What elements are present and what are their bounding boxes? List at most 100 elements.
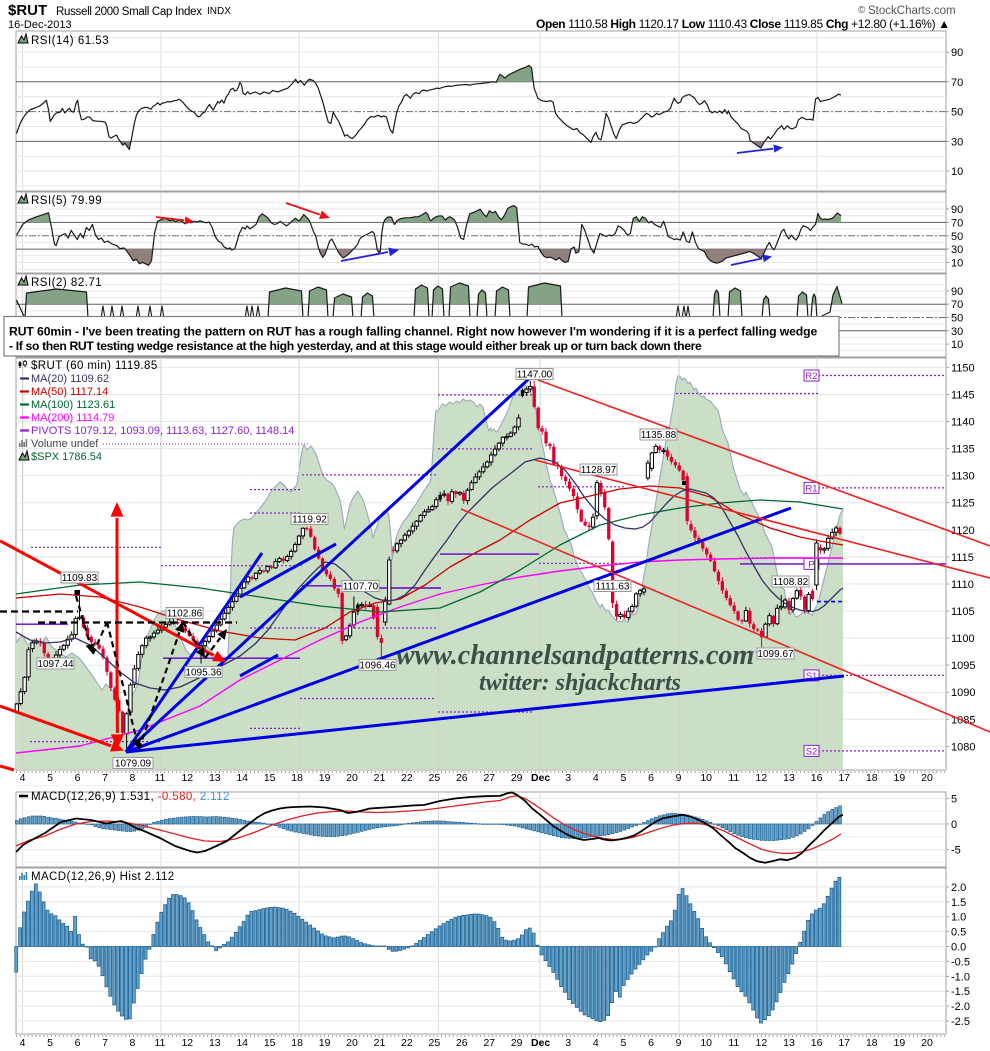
svg-text:RSI(2) 82.71: RSI(2) 82.71 <box>31 277 102 289</box>
svg-text:StockCharts.com: StockCharts.com <box>868 5 956 17</box>
svg-text:MA(50) 1117.14: MA(50) 1117.14 <box>31 386 108 398</box>
svg-text:22: 22 <box>401 772 413 784</box>
svg-text:twitter: shjackcharts: twitter: shjackcharts <box>479 670 681 696</box>
svg-text:1.0: 1.0 <box>951 912 966 924</box>
svg-text:5: 5 <box>47 772 53 784</box>
svg-text:3: 3 <box>565 1037 571 1049</box>
svg-text:4: 4 <box>20 772 26 784</box>
svg-text:19: 19 <box>894 1037 906 1049</box>
svg-text:-2.5: -2.5 <box>951 1016 970 1028</box>
svg-text:0: 0 <box>951 819 957 831</box>
svg-text:1096.46: 1096.46 <box>359 661 396 672</box>
svg-text:30: 30 <box>951 244 963 256</box>
svg-text:50: 50 <box>951 313 963 325</box>
svg-text:1102.86: 1102.86 <box>167 609 203 620</box>
svg-text:20: 20 <box>346 772 358 784</box>
svg-text:13: 13 <box>209 772 221 784</box>
svg-text:1100: 1100 <box>951 633 975 645</box>
svg-text:R1: R1 <box>805 483 817 494</box>
svg-text:11: 11 <box>154 772 165 784</box>
svg-text:5: 5 <box>620 1037 626 1049</box>
svg-text:15: 15 <box>264 1037 276 1049</box>
svg-text:27: 27 <box>483 1037 495 1049</box>
svg-text:16-Dec-2013: 16-Dec-2013 <box>8 19 72 31</box>
svg-text:1119.92: 1119.92 <box>292 515 327 526</box>
svg-text:19: 19 <box>894 772 906 784</box>
svg-text:1099.67: 1099.67 <box>757 649 794 660</box>
svg-text:R2: R2 <box>805 371 817 382</box>
svg-text:20: 20 <box>921 1037 933 1049</box>
svg-text:6: 6 <box>648 772 654 784</box>
svg-text:INDX: INDX <box>207 6 231 17</box>
svg-text:29: 29 <box>511 1037 523 1049</box>
svg-text:1107.70: 1107.70 <box>343 582 379 593</box>
svg-text:MA(20) 1109.62: MA(20) 1109.62 <box>31 373 109 385</box>
svg-text:$SPX 1786.54: $SPX 1786.54 <box>31 451 102 463</box>
svg-text:6: 6 <box>75 1037 81 1049</box>
svg-text:1130: 1130 <box>951 471 975 483</box>
svg-text:P: P <box>808 559 814 570</box>
svg-text:13: 13 <box>783 772 795 784</box>
svg-text:S2: S2 <box>806 746 818 757</box>
svg-text:Open 1110.58 High 1120.17 Low: Open 1110.58 High 1120.17 Low 1110.43 Cl… <box>536 17 950 31</box>
svg-text:18: 18 <box>866 1037 878 1049</box>
svg-text:1147.00: 1147.00 <box>517 370 553 381</box>
svg-text:Dec: Dec <box>531 772 550 784</box>
svg-text:90: 90 <box>951 47 963 59</box>
svg-text:16: 16 <box>811 772 823 784</box>
svg-text:6: 6 <box>648 1037 654 1049</box>
svg-text:4: 4 <box>20 1037 26 1049</box>
svg-text:21: 21 <box>374 772 386 784</box>
svg-text:1125: 1125 <box>951 498 975 510</box>
svg-text:12: 12 <box>756 1037 768 1049</box>
svg-text:13: 13 <box>209 1037 221 1049</box>
svg-text:90: 90 <box>951 204 963 216</box>
svg-text:Russell 2000 Small Cap Index: Russell 2000 Small Cap Index <box>56 6 202 18</box>
svg-text:90: 90 <box>951 286 963 298</box>
svg-text:- If so then RUT testing wedge: - If so then RUT testing wedge resistanc… <box>9 339 702 353</box>
svg-text:14: 14 <box>236 772 248 784</box>
svg-text:70: 70 <box>951 77 963 89</box>
svg-text:16: 16 <box>811 1037 823 1049</box>
svg-text:4: 4 <box>593 772 599 784</box>
svg-text:-0.5: -0.5 <box>951 956 970 968</box>
svg-text:26: 26 <box>456 1037 468 1049</box>
svg-text:10: 10 <box>951 166 963 178</box>
svg-text:1108.82: 1108.82 <box>773 577 809 588</box>
svg-text:11: 11 <box>154 1037 165 1049</box>
svg-text:1105: 1105 <box>951 606 975 618</box>
svg-text:18: 18 <box>291 772 303 784</box>
svg-text:1150: 1150 <box>951 362 975 374</box>
svg-text:1.5: 1.5 <box>951 897 966 909</box>
svg-text:S1: S1 <box>806 671 818 682</box>
svg-text:30: 30 <box>951 326 963 338</box>
svg-text:1145: 1145 <box>951 390 975 402</box>
svg-text:2.0: 2.0 <box>951 882 966 894</box>
svg-text:MACD(12,26,9) 1.531, -0.580, 2: MACD(12,26,9) 1.531, -0.580, 2.112 <box>31 791 230 803</box>
svg-text:29: 29 <box>511 772 523 784</box>
svg-text:RUT 60min - I've been treating: RUT 60min - I've been treating the patte… <box>9 325 817 339</box>
svg-text:6: 6 <box>75 772 81 784</box>
svg-text:1135: 1135 <box>951 444 975 456</box>
svg-text:4: 4 <box>593 1037 599 1049</box>
svg-text:1120: 1120 <box>951 525 975 537</box>
svg-text:70: 70 <box>951 217 963 229</box>
svg-text:RSI(5) 79.99: RSI(5) 79.99 <box>31 195 102 207</box>
svg-text:10: 10 <box>700 772 712 784</box>
svg-text:5: 5 <box>951 793 957 805</box>
svg-text:18: 18 <box>291 1037 303 1049</box>
svg-text:50: 50 <box>951 231 963 243</box>
svg-text:0.0: 0.0 <box>951 942 966 954</box>
svg-text:$RUT: $RUT <box>8 2 47 19</box>
svg-text:9: 9 <box>676 1037 682 1049</box>
svg-text:1110: 1110 <box>951 579 974 591</box>
svg-text:17: 17 <box>838 1037 850 1049</box>
svg-text:RSI(14) 61.53: RSI(14) 61.53 <box>31 35 109 47</box>
svg-text:1109.83: 1109.83 <box>62 573 98 584</box>
svg-text:11: 11 <box>728 1037 739 1049</box>
svg-text:25: 25 <box>429 772 441 784</box>
svg-text:9: 9 <box>676 772 682 784</box>
svg-text:11: 11 <box>728 772 739 784</box>
svg-text:PIVOTS 1079.12, 1093.09, 1113.: PIVOTS 1079.12, 1093.09, 1113.63, 1127.6… <box>31 425 294 437</box>
svg-text:22: 22 <box>401 1037 413 1049</box>
